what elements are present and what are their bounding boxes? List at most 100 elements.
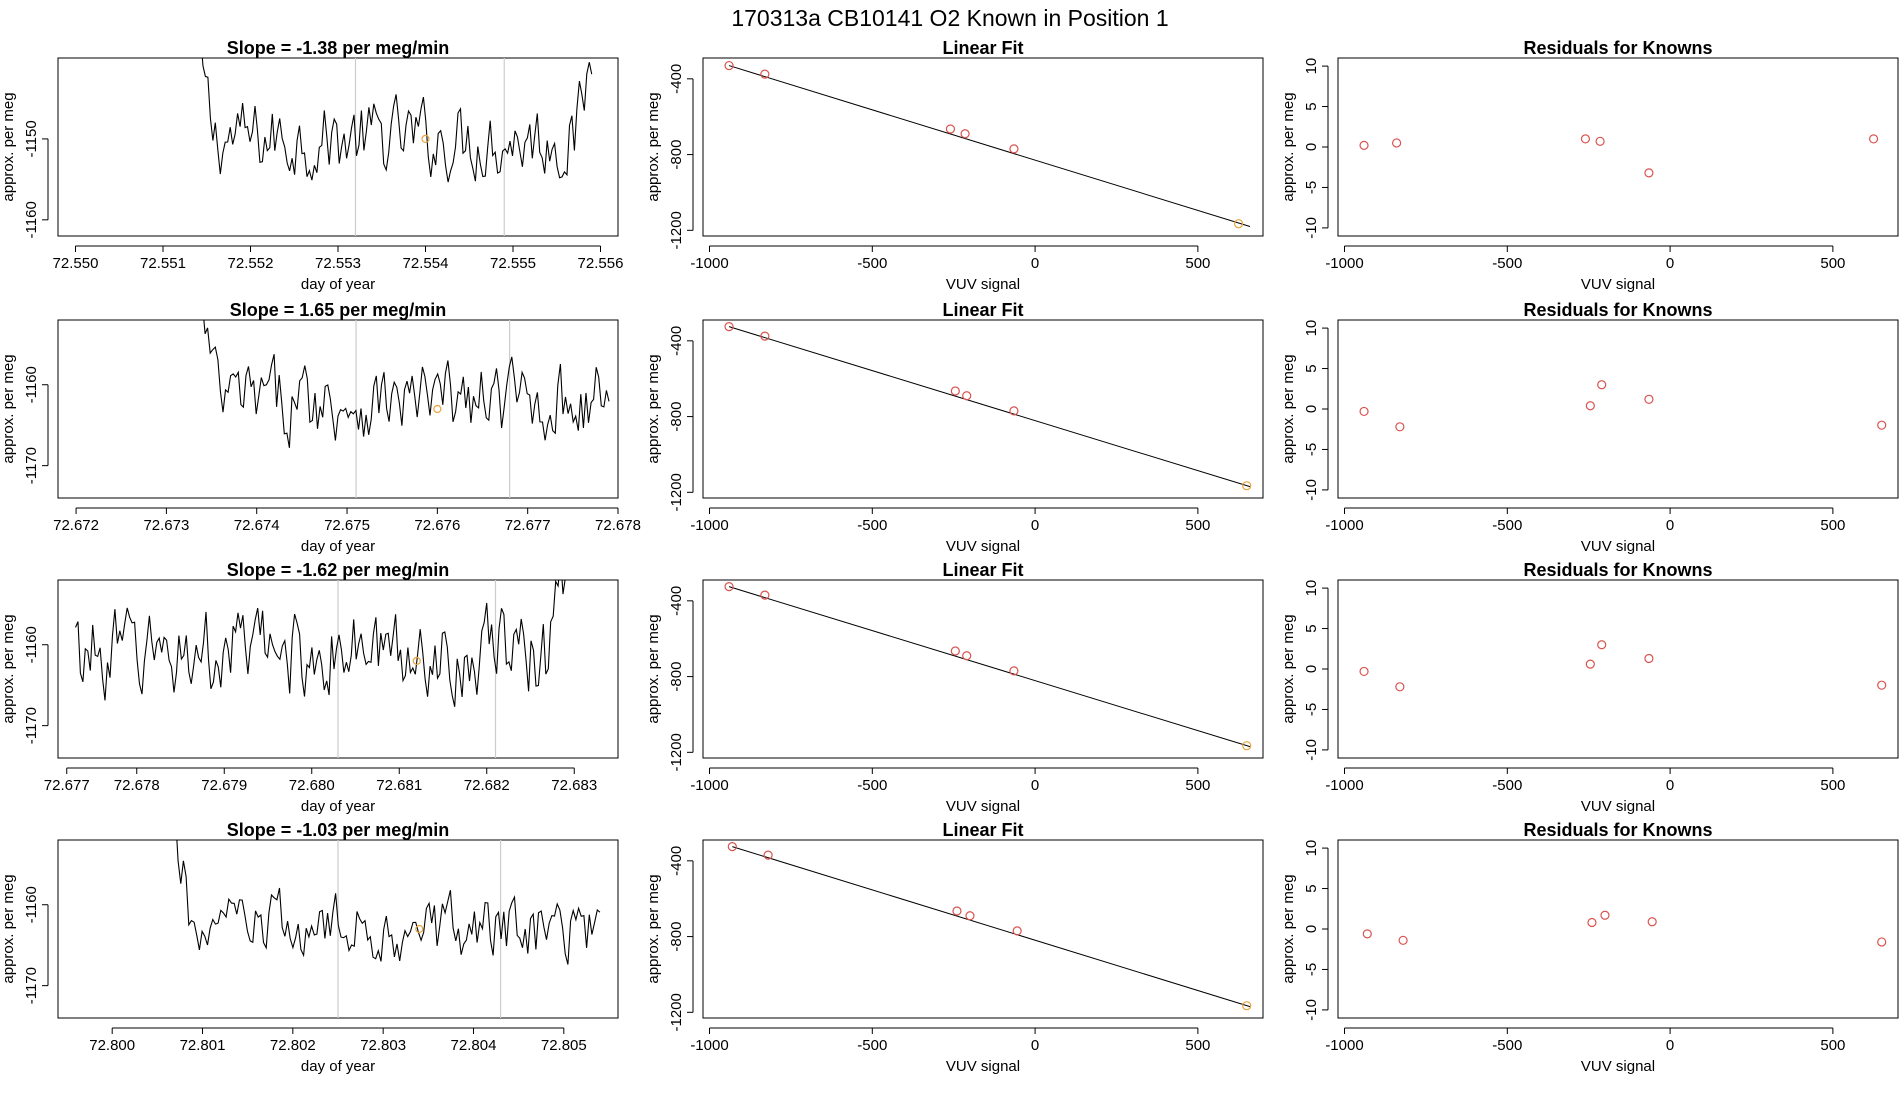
y-tick-label: -1160: [23, 366, 40, 403]
x-tick-label: 72.804: [451, 1037, 497, 1054]
sample-marker: [421, 134, 430, 144]
x-tick-label: 72.677: [44, 777, 90, 794]
plot-area: [724, 60, 1251, 229]
x-tick-label: 72.679: [201, 777, 247, 794]
y-tick-label: -1200: [668, 473, 685, 511]
panel-title: Linear Fit: [942, 560, 1023, 580]
panel-r2-c3: Residuals for Knowns -1000 -500 0 500 VUV sig…: [1280, 300, 1899, 555]
plot-area: [1359, 640, 1887, 692]
panel-r3-c2: Linear Fit -1000 -500 0 500 VUV signal -1200 -8…: [645, 560, 1264, 815]
panel-title: Residuals for Knowns: [1523, 300, 1712, 320]
y-tick-label: -400: [668, 586, 685, 616]
plot-frame: [1337, 579, 1899, 759]
x-tick-label: -1000: [690, 517, 728, 534]
fit-line: [728, 65, 1251, 228]
panel-r2-c2: Linear Fit -1000 -500 0 500 VUV signal -1200 -8…: [645, 300, 1264, 555]
residual-point: [1362, 929, 1372, 939]
x-tick-label: 72.556: [578, 255, 624, 272]
plot-frame: [57, 319, 619, 499]
fit-point: [760, 590, 770, 600]
x-axis-label: day of year: [301, 538, 375, 555]
panel-r2-c1: Slope = 1.65 per meg/min 72.672 72.673 72.6…: [0, 300, 641, 555]
y-axis-label: approx. per meg: [1280, 354, 1297, 463]
y-tick-label: -10: [1303, 999, 1320, 1021]
x-tick-label: 72.803: [360, 1037, 406, 1054]
x-tick-label: 72.673: [143, 517, 189, 534]
residual-point: [1585, 401, 1595, 411]
y-tick-label: -1160: [23, 626, 40, 663]
x-tick-label: 0: [1031, 777, 1039, 794]
y-axis-label: approx. per meg: [1280, 92, 1297, 201]
y-axis-label: approx. per meg: [645, 874, 662, 983]
y-tick-label: 5: [1303, 884, 1320, 892]
x-tick-label: 500: [1820, 777, 1845, 794]
plot-area: [724, 582, 1252, 751]
panel-r1-c1: Slope = -1.38 per meg/min 72.550 72.551 72.…: [0, 38, 624, 293]
sample-marker: [415, 924, 424, 934]
fit-point: [1009, 406, 1019, 416]
x-tick-label: 72.550: [53, 255, 99, 272]
residual-point: [1587, 917, 1597, 928]
fit-point: [965, 911, 975, 921]
x-tick-label: 500: [1820, 1037, 1845, 1054]
y-tick-label: -5: [1303, 703, 1320, 716]
x-tick-label: 72.551: [140, 255, 186, 272]
fit-point: [724, 582, 734, 592]
y-axis-label: approx. per meg: [645, 354, 662, 463]
fit-line: [728, 586, 1251, 748]
y-tick-label: -1200: [668, 733, 685, 771]
plot-area: [74, 580, 566, 758]
residual-point: [1868, 134, 1879, 144]
panel-r4-c3: Residuals for Knowns -1000 -500 0 500 VUV sig…: [1280, 820, 1899, 1075]
panels-group: Slope = -1.38 per meg/min 72.550 72.551 72.…: [0, 38, 1899, 1075]
x-axis-label: VUV signal: [1581, 538, 1655, 555]
panel-title: Slope = -1.62 per meg/min: [227, 560, 450, 580]
sample-marker: [433, 404, 442, 414]
y-tick-label: -1160: [23, 201, 40, 238]
x-tick-label: -1000: [690, 255, 728, 272]
y-tick-label: 10: [1303, 840, 1320, 857]
x-tick-label: 0: [1031, 255, 1039, 272]
x-tick-label: -500: [1492, 777, 1522, 794]
y-tick-label: -10: [1303, 217, 1320, 239]
time-series-trace: [203, 320, 610, 448]
x-tick-label: 72.677: [505, 517, 551, 534]
y-tick-label: -1160: [23, 886, 40, 923]
panel-r3-c3: Residuals for Knowns -1000 -500 0 500 VUV sig…: [1280, 560, 1899, 815]
fit-point: [763, 850, 773, 860]
x-axis-label: VUV signal: [946, 798, 1020, 815]
plot-frame: [702, 579, 1264, 759]
x-tick-label: 0: [1666, 517, 1674, 534]
y-tick-label: -1150: [23, 120, 40, 157]
y-tick-label: -1200: [668, 993, 685, 1031]
x-tick-label: 72.678: [114, 777, 160, 794]
plot-area: [201, 58, 593, 236]
x-tick-label: 72.680: [289, 777, 335, 794]
residual-point: [1877, 680, 1887, 690]
fit-point: [950, 386, 960, 396]
fit-point: [724, 60, 734, 71]
panel-title: Residuals for Knowns: [1523, 820, 1712, 840]
residual-point: [1398, 935, 1408, 945]
residual-point: [1359, 406, 1369, 417]
y-tick-label: -5: [1303, 181, 1320, 194]
plot-frame: [1337, 57, 1899, 237]
x-tick-label: 72.552: [228, 255, 274, 272]
panel-title: Residuals for Knowns: [1523, 560, 1712, 580]
x-tick-label: 0: [1666, 255, 1674, 272]
x-tick-label: -500: [1492, 255, 1522, 272]
y-axis-label: approx. per meg: [0, 614, 17, 723]
y-tick-label: -800: [668, 140, 685, 170]
panel-title: Linear Fit: [942, 820, 1023, 840]
x-tick-label: 72.554: [403, 255, 449, 272]
y-axis-label: approx. per meg: [1280, 874, 1297, 983]
x-axis-label: VUV signal: [1581, 798, 1655, 815]
residual-point: [1395, 422, 1405, 432]
x-axis-label: VUV signal: [1581, 276, 1655, 293]
x-tick-label: 72.672: [53, 517, 99, 534]
y-tick-label: -10: [1303, 479, 1320, 501]
residual-point: [1644, 168, 1654, 178]
panel-r1-c2: Linear Fit -1000 -500 0 500 VUV signal -1200 -8…: [645, 38, 1264, 293]
fit-point: [1009, 666, 1019, 676]
fit-line: [732, 846, 1251, 1008]
